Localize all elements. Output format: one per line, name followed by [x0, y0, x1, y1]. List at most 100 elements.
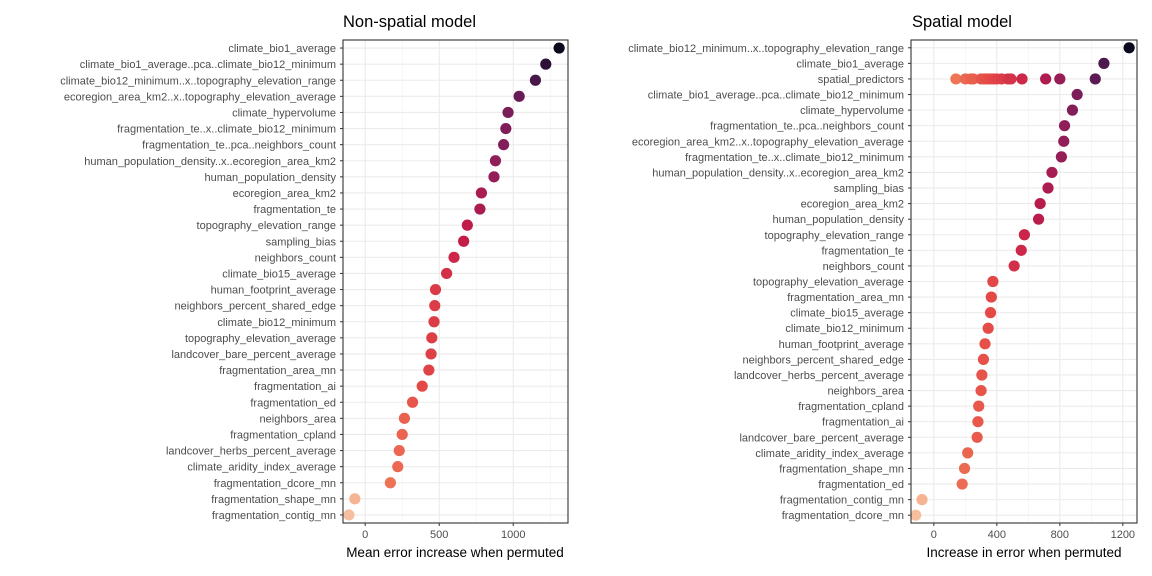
data-point: [1040, 73, 1052, 85]
data-point: [910, 509, 922, 521]
category-label: neighbors_area: [260, 413, 337, 425]
category-label: fragmentation_te..x..climate_bio12_minim…: [117, 124, 336, 136]
data-point: [985, 291, 997, 303]
data-point: [958, 462, 971, 475]
data-point: [475, 187, 488, 199]
plot-background: [343, 40, 568, 523]
category-label: fragmentation_shape_mn: [779, 463, 904, 475]
category-label: fragmentation_te..x..climate_bio12_minim…: [685, 152, 904, 164]
category-label: fragmentation_ai: [254, 381, 336, 393]
data-points: [343, 42, 565, 521]
category-label: neighbors_area: [828, 386, 905, 398]
data-point: [425, 348, 437, 360]
category-label: climate_bio15_average: [790, 308, 904, 320]
category-label: sampling_bias: [266, 236, 337, 248]
category-label: climate_bio1_average: [228, 43, 336, 55]
data-point: [950, 73, 962, 85]
x-axis-label: Mean error increase when permuted: [346, 545, 564, 560]
data-point: [973, 400, 985, 412]
data-point: [498, 139, 510, 151]
data-point: [984, 307, 997, 319]
non-spatial-model-panel: Non-spatial model Mean error increase wh…: [60, 13, 569, 560]
category-label: ecoregion_area_km2: [233, 188, 336, 200]
data-point: [1098, 57, 1110, 69]
x-axis-label: Increase in error when permuted: [926, 545, 1121, 560]
data-point: [1071, 88, 1083, 101]
category-label: human_population_density..x..ecoregion_a…: [652, 167, 904, 179]
panel-border: [342, 39, 569, 524]
data-point: [1055, 151, 1068, 163]
data-point: [967, 73, 979, 85]
category-label: spatial_predictors: [818, 74, 905, 86]
data-point: [1005, 73, 1017, 85]
category-label: climate_bio1_average: [796, 58, 904, 70]
data-point: [979, 338, 991, 350]
data-point: [474, 203, 486, 215]
data-point: [1016, 73, 1028, 85]
x-tick-label: 800: [1051, 529, 1069, 541]
category-label: ecoregion_area_km2: [801, 199, 904, 211]
data-point: [393, 444, 405, 457]
data-points: [910, 42, 1135, 521]
category-label: topography_elevation_range: [765, 230, 904, 242]
data-point: [540, 58, 552, 70]
data-point: [343, 509, 355, 521]
category-label: sampling_bias: [834, 183, 905, 195]
data-point: [384, 477, 396, 489]
x-tick-label: 400: [988, 529, 1006, 541]
category-label: climate_bio1_average..pca..climate_bio12…: [648, 90, 904, 102]
data-point: [976, 369, 988, 381]
category-label: landcover_herbs_percent_average: [734, 370, 904, 382]
data-point: [971, 431, 983, 443]
category-label: topography_elevation_average: [753, 277, 904, 289]
data-point: [513, 90, 525, 102]
category-label: ecoregion_area_km2..x..topography_elevat…: [632, 136, 904, 148]
data-point: [987, 275, 999, 288]
category-label: fragmentation_shape_mn: [211, 494, 336, 506]
data-point: [1046, 166, 1058, 179]
category-label: landcover_bare_percent_average: [171, 349, 336, 361]
data-point: [1015, 244, 1027, 256]
category-label: neighbors_percent_shared_edge: [743, 354, 904, 366]
category-label: fragmentation_ed: [250, 397, 336, 409]
category-label: climate_bio12_minimum..x..topography_ele…: [60, 75, 336, 87]
category-label: fragmentation_dcore_mn: [214, 478, 336, 490]
data-point: [502, 106, 514, 119]
category-label: climate_hypervolume: [800, 105, 904, 117]
category-label: climate_bio1_average..pca..climate_bio12…: [80, 59, 336, 71]
category-label: fragmentation_te: [253, 204, 336, 216]
data-point: [529, 74, 542, 86]
category-label: climate_hypervolume: [232, 107, 336, 119]
x-tick-label: 1000: [501, 529, 525, 541]
data-point: [916, 494, 928, 506]
data-point: [429, 283, 442, 296]
data-point: [1066, 104, 1079, 116]
data-point: [1032, 213, 1045, 225]
data-point: [553, 42, 565, 54]
category-label: topography_elevation_average: [185, 333, 336, 345]
data-point: [982, 322, 994, 334]
category-label: fragmentation_cpland: [798, 401, 904, 413]
data-point: [1058, 120, 1071, 132]
data-point: [977, 353, 990, 366]
data-point: [1034, 197, 1046, 210]
category-label: fragmentation_contig_mn: [212, 510, 336, 522]
x-tick-label: 1200: [1111, 529, 1135, 541]
data-point: [349, 493, 361, 505]
data-point: [398, 412, 411, 424]
data-point: [392, 461, 404, 473]
data-point: [975, 384, 987, 397]
data-point: [1123, 42, 1135, 54]
category-label: ecoregion_area_km2..x..topography_elevat…: [64, 91, 336, 103]
category-label: climate_bio12_minimum: [217, 317, 336, 329]
category-label: human_footprint_average: [211, 285, 336, 297]
category-label: climate_aridity_index_average: [187, 462, 336, 474]
chart-title: Spatial model: [912, 13, 1012, 31]
chart-title: Non-spatial model: [343, 13, 476, 31]
category-label: fragmentation_ai: [822, 417, 904, 429]
data-point: [1018, 229, 1030, 241]
data-point: [461, 219, 473, 231]
panel-border: [910, 39, 1138, 524]
category-label: topography_elevation_range: [197, 220, 336, 232]
category-label: climate_bio12_minimum..x..topography_ele…: [628, 43, 904, 55]
